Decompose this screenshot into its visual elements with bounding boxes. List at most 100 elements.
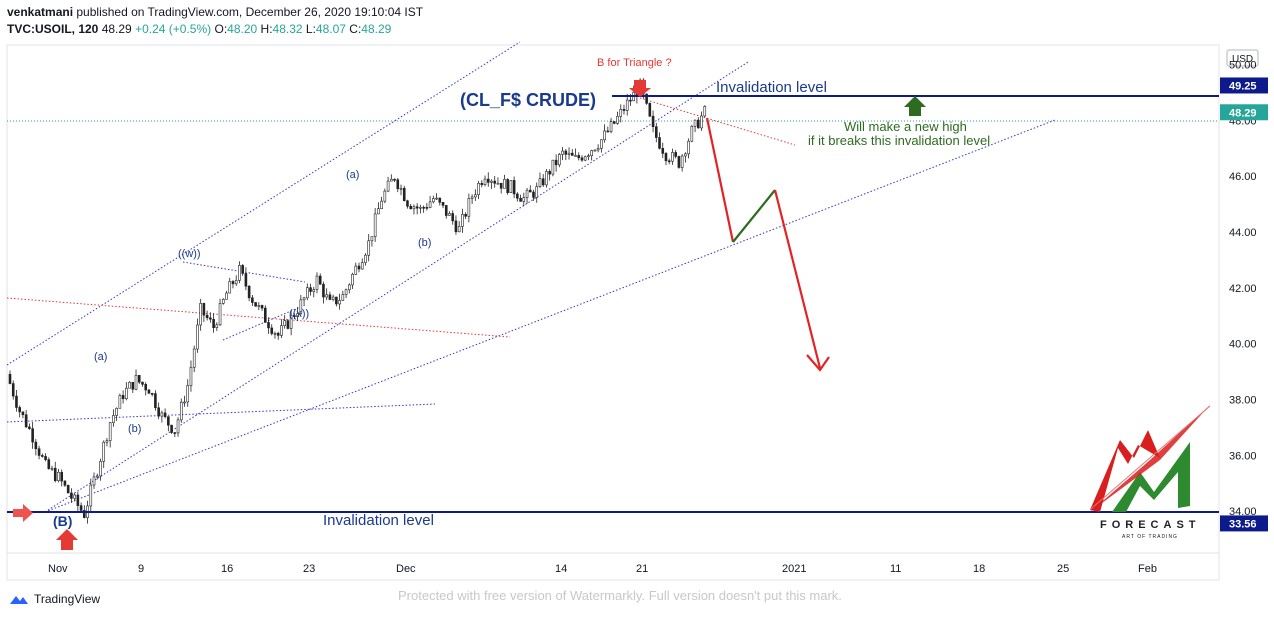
publish-info: venkatmani published on TradingView.com,… bbox=[7, 5, 423, 19]
wave-a1-label: (a) bbox=[94, 351, 107, 363]
candle-body bbox=[176, 419, 180, 434]
candle-body bbox=[525, 189, 529, 198]
candle-body bbox=[570, 152, 574, 156]
candle-body bbox=[680, 155, 684, 168]
candle-body bbox=[293, 315, 296, 318]
candle-body bbox=[53, 467, 57, 482]
candle-body bbox=[503, 179, 506, 189]
author-name[interactable]: venkatmani bbox=[7, 5, 74, 19]
candle-body bbox=[512, 180, 516, 195]
price-tick-label: 36.00 bbox=[1229, 450, 1257, 462]
candle-body bbox=[57, 471, 60, 482]
candle-body bbox=[147, 389, 151, 394]
candle-body bbox=[8, 374, 12, 384]
candle-body bbox=[50, 467, 54, 470]
candle-body bbox=[70, 492, 73, 499]
candle-body bbox=[254, 302, 257, 307]
price-axis-ticks: 50.0048.0046.0044.0042.0040.0038.0036.00… bbox=[1229, 60, 1257, 519]
price-tick-label: 34.00 bbox=[1229, 506, 1257, 518]
currency-badge[interactable] bbox=[1226, 49, 1259, 67]
candle-body bbox=[483, 178, 487, 185]
candle-body bbox=[24, 414, 28, 428]
candle-body bbox=[438, 197, 442, 203]
candle-body bbox=[677, 156, 681, 168]
candle-body bbox=[603, 130, 606, 141]
red-dotted-line-1 bbox=[6, 297, 511, 338]
candle-body bbox=[360, 262, 364, 270]
candle-body bbox=[276, 332, 280, 336]
candle-body bbox=[373, 213, 377, 237]
candle-body bbox=[41, 455, 44, 457]
candle-body bbox=[425, 207, 429, 209]
candle-body bbox=[125, 387, 128, 400]
candle-body bbox=[564, 150, 568, 155]
candle-body bbox=[577, 155, 581, 159]
candle-body bbox=[95, 475, 99, 478]
candle-body bbox=[150, 393, 154, 395]
candle-body bbox=[367, 240, 370, 256]
close-label: C: bbox=[349, 22, 362, 36]
candle-body bbox=[37, 448, 41, 456]
candle-body bbox=[173, 432, 177, 434]
candle-body bbox=[364, 254, 367, 263]
candle-body bbox=[461, 214, 464, 227]
candle-body bbox=[47, 459, 51, 469]
candle-body bbox=[21, 411, 25, 416]
price-label-box bbox=[1220, 104, 1268, 121]
candle-body bbox=[11, 383, 15, 397]
candle-body bbox=[315, 275, 319, 290]
projection-leg-down-1 bbox=[705, 117, 735, 243]
price-change: +0.24 (+0.5%) bbox=[135, 22, 212, 36]
low-label: L: bbox=[305, 22, 316, 36]
low-value: 48.07 bbox=[315, 22, 346, 36]
candle-body bbox=[128, 382, 131, 389]
candle-body bbox=[60, 471, 64, 482]
candle-body bbox=[697, 119, 700, 129]
candle-body bbox=[108, 422, 112, 441]
candle-body bbox=[231, 281, 235, 285]
candle-body bbox=[205, 314, 209, 319]
candle-body bbox=[289, 315, 293, 329]
red-down-arrow-icon bbox=[629, 80, 651, 97]
candle-body bbox=[218, 303, 222, 326]
candle-body bbox=[432, 198, 435, 203]
candle-body bbox=[331, 296, 335, 300]
projection-leg-down-2 bbox=[773, 189, 822, 369]
candle-body bbox=[541, 178, 545, 186]
candle-body bbox=[661, 148, 665, 154]
time-tick-label: 18 bbox=[973, 563, 985, 575]
red-dotted-line-2 bbox=[639, 97, 796, 146]
candle-body bbox=[31, 428, 34, 443]
candle-body bbox=[609, 121, 613, 132]
price-tick-label: 46.00 bbox=[1229, 171, 1257, 183]
candle-body bbox=[690, 126, 694, 142]
price-label-box bbox=[1220, 515, 1268, 532]
candle-body bbox=[545, 171, 548, 186]
candle-body bbox=[79, 505, 83, 511]
candle-body bbox=[179, 401, 183, 421]
candle-body bbox=[590, 150, 593, 157]
candle-body bbox=[302, 297, 306, 301]
candle-body bbox=[580, 157, 584, 161]
red-right-arrow-icon bbox=[13, 504, 33, 522]
candle-body bbox=[131, 382, 135, 390]
price-label-text: 33.56 bbox=[1229, 518, 1257, 530]
candle-body bbox=[257, 305, 261, 307]
candle-body bbox=[612, 121, 616, 124]
candle-body bbox=[428, 201, 432, 208]
candle-body bbox=[703, 106, 707, 117]
open-value: 48.20 bbox=[227, 22, 258, 36]
candle-body bbox=[137, 375, 141, 383]
tradingview-logo[interactable]: TradingView bbox=[8, 592, 100, 606]
candle-body bbox=[189, 366, 193, 386]
candle-body bbox=[83, 510, 86, 518]
wave-a2-label: (a) bbox=[346, 169, 359, 181]
candle-body bbox=[402, 187, 406, 202]
forecast-logo bbox=[1090, 405, 1211, 512]
wave-w-label: ((w)) bbox=[178, 248, 201, 260]
levels bbox=[7, 95, 1219, 513]
last-price: 48.29 bbox=[101, 22, 132, 36]
candle-body bbox=[312, 289, 316, 292]
candle-body bbox=[457, 226, 461, 233]
